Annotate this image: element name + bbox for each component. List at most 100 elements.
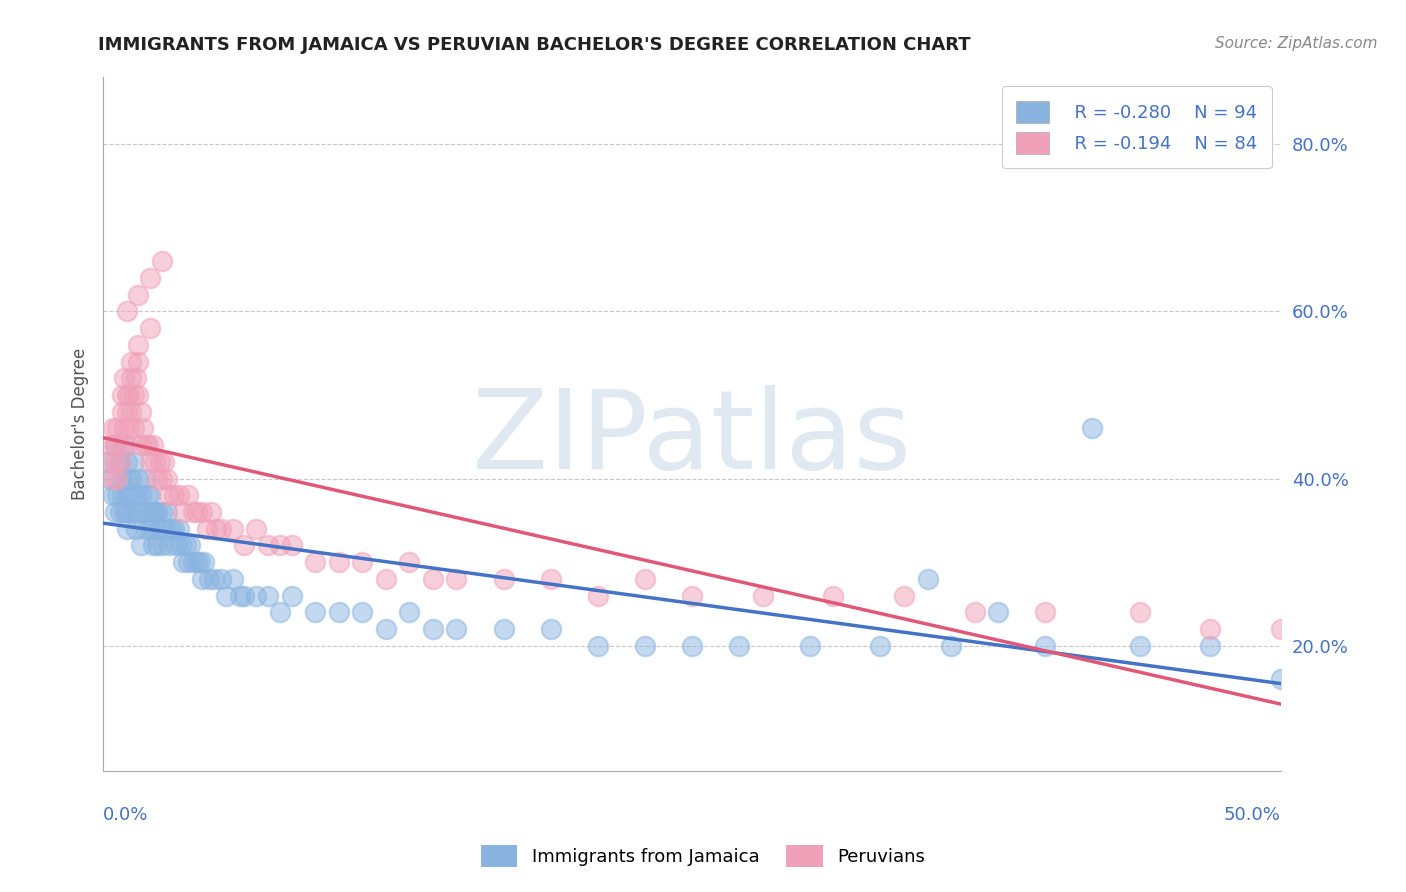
Point bbox=[118, 421, 141, 435]
Point bbox=[398, 605, 420, 619]
Point bbox=[129, 405, 152, 419]
Point bbox=[142, 539, 165, 553]
Point bbox=[540, 622, 562, 636]
Point bbox=[111, 488, 134, 502]
Point bbox=[115, 505, 138, 519]
Point bbox=[163, 488, 186, 502]
Point bbox=[269, 539, 291, 553]
Point bbox=[374, 622, 396, 636]
Point bbox=[139, 321, 162, 335]
Point bbox=[257, 589, 280, 603]
Point bbox=[229, 589, 252, 603]
Point bbox=[143, 505, 166, 519]
Point bbox=[1270, 622, 1292, 636]
Point bbox=[115, 455, 138, 469]
Point bbox=[136, 488, 159, 502]
Point bbox=[153, 455, 176, 469]
Point bbox=[328, 555, 350, 569]
Point bbox=[681, 639, 703, 653]
Point bbox=[115, 304, 138, 318]
Point bbox=[120, 354, 142, 368]
Text: 50.0%: 50.0% bbox=[1225, 805, 1281, 824]
Point bbox=[112, 505, 135, 519]
Point bbox=[120, 488, 142, 502]
Point bbox=[163, 522, 186, 536]
Legend: Immigrants from Jamaica, Peruvians: Immigrants from Jamaica, Peruvians bbox=[474, 838, 932, 874]
Point bbox=[136, 438, 159, 452]
Point bbox=[120, 472, 142, 486]
Point bbox=[177, 555, 200, 569]
Point bbox=[122, 421, 145, 435]
Point bbox=[115, 488, 138, 502]
Point bbox=[245, 589, 267, 603]
Point bbox=[101, 421, 124, 435]
Point bbox=[221, 572, 243, 586]
Point bbox=[153, 522, 176, 536]
Point bbox=[104, 438, 127, 452]
Point bbox=[191, 505, 214, 519]
Point bbox=[172, 555, 194, 569]
Point bbox=[150, 472, 173, 486]
Point bbox=[1199, 622, 1222, 636]
Y-axis label: Bachelor's Degree: Bachelor's Degree bbox=[72, 348, 89, 500]
Point bbox=[205, 522, 228, 536]
Point bbox=[150, 539, 173, 553]
Point bbox=[132, 421, 155, 435]
Point bbox=[398, 555, 420, 569]
Point bbox=[115, 405, 138, 419]
Point bbox=[160, 522, 183, 536]
Legend:   R = -0.280    N = 94,   R = -0.194    N = 84: R = -0.280 N = 94, R = -0.194 N = 84 bbox=[1001, 87, 1272, 169]
Point bbox=[108, 455, 131, 469]
Point bbox=[127, 472, 149, 486]
Point bbox=[939, 639, 962, 653]
Point bbox=[98, 472, 121, 486]
Text: 0.0%: 0.0% bbox=[103, 805, 149, 824]
Point bbox=[823, 589, 845, 603]
Point bbox=[188, 555, 211, 569]
Point bbox=[120, 405, 142, 419]
Point bbox=[108, 438, 131, 452]
Point bbox=[115, 388, 138, 402]
Point bbox=[105, 472, 128, 486]
Point bbox=[149, 522, 172, 536]
Point bbox=[143, 522, 166, 536]
Point bbox=[170, 539, 193, 553]
Point bbox=[328, 605, 350, 619]
Point bbox=[165, 539, 187, 553]
Point bbox=[167, 488, 190, 502]
Point bbox=[111, 388, 134, 402]
Point bbox=[195, 522, 218, 536]
Point bbox=[118, 388, 141, 402]
Point bbox=[352, 555, 374, 569]
Point bbox=[142, 438, 165, 452]
Point bbox=[245, 522, 267, 536]
Point bbox=[869, 639, 891, 653]
Point bbox=[492, 622, 515, 636]
Point bbox=[157, 539, 180, 553]
Point bbox=[1128, 639, 1150, 653]
Point bbox=[269, 605, 291, 619]
Point bbox=[1199, 639, 1222, 653]
Point bbox=[634, 639, 657, 653]
Point bbox=[304, 555, 326, 569]
Point bbox=[112, 438, 135, 452]
Point bbox=[111, 405, 134, 419]
Point bbox=[115, 438, 138, 452]
Point bbox=[202, 572, 225, 586]
Point bbox=[492, 572, 515, 586]
Point bbox=[125, 371, 148, 385]
Point bbox=[209, 572, 232, 586]
Point bbox=[105, 488, 128, 502]
Point bbox=[186, 555, 208, 569]
Point bbox=[104, 438, 127, 452]
Point bbox=[129, 539, 152, 553]
Point bbox=[280, 539, 302, 553]
Point bbox=[540, 572, 562, 586]
Point bbox=[112, 371, 135, 385]
Point bbox=[139, 522, 162, 536]
Point bbox=[122, 455, 145, 469]
Point bbox=[104, 505, 127, 519]
Point bbox=[177, 488, 200, 502]
Point bbox=[179, 539, 201, 553]
Point bbox=[122, 505, 145, 519]
